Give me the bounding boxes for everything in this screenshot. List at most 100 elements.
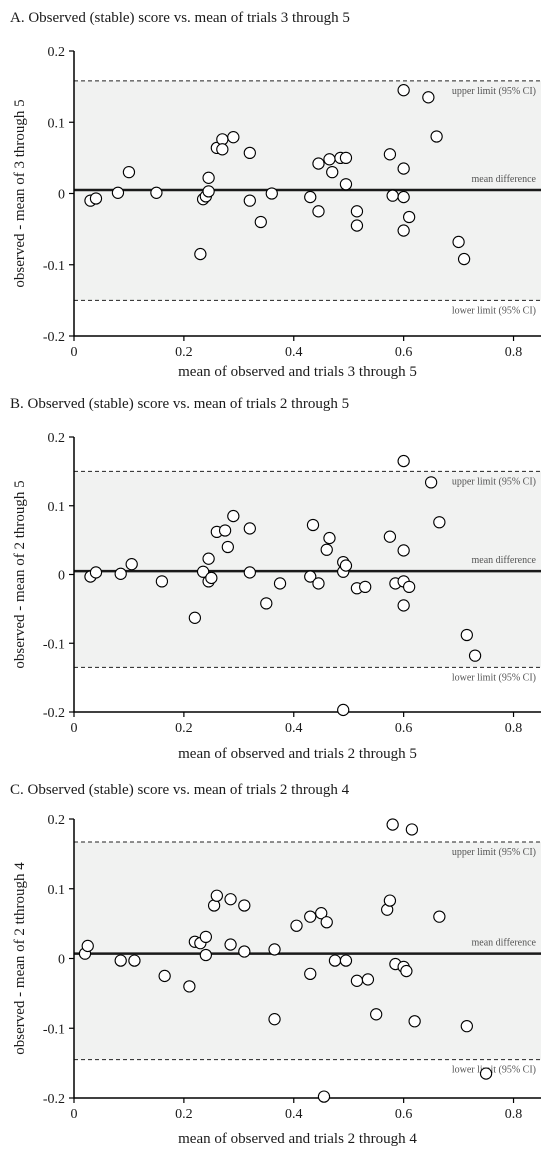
x-tick-label: 0 xyxy=(71,1107,78,1122)
mean-difference-label: mean difference xyxy=(472,938,537,949)
data-point xyxy=(350,219,364,232)
data-point xyxy=(460,628,473,642)
y-tick-label: 0 xyxy=(58,953,65,968)
y-tick-label: -0.2 xyxy=(43,706,65,721)
data-point xyxy=(350,974,364,987)
chart-title: B. Observed (stable) score vs. mean of t… xyxy=(10,396,349,412)
data-point xyxy=(361,973,375,986)
data-point xyxy=(350,205,364,218)
lower-limit-label: lower limit (95% CI) xyxy=(452,672,536,683)
data-point xyxy=(383,148,397,161)
data-point xyxy=(339,559,353,572)
y-tick-label: -0.2 xyxy=(43,330,65,345)
data-point xyxy=(238,945,251,958)
data-point xyxy=(273,577,287,590)
y-tick-label: -0.1 xyxy=(43,637,65,652)
data-point xyxy=(397,84,410,97)
y-tick-label: 0.2 xyxy=(48,431,66,446)
data-point xyxy=(224,938,237,951)
data-point xyxy=(199,948,213,962)
x-tick-label: 0.6 xyxy=(395,721,413,736)
data-point xyxy=(339,954,353,967)
data-point xyxy=(125,558,138,571)
data-point xyxy=(238,899,251,912)
data-point xyxy=(320,916,333,929)
upper-limit-label: upper limit (95% CI) xyxy=(452,847,536,858)
chart-title: C. Observed (stable) score vs. mean of t… xyxy=(10,782,350,798)
data-point xyxy=(183,980,196,993)
y-tick-label: -0.1 xyxy=(43,259,65,274)
data-point xyxy=(268,943,281,956)
data-point xyxy=(397,454,410,468)
data-point xyxy=(323,153,336,166)
data-point xyxy=(386,189,399,202)
x-tick-label: 0.2 xyxy=(175,1107,193,1122)
data-point xyxy=(402,210,416,224)
data-point xyxy=(196,565,210,578)
data-point xyxy=(158,969,171,983)
y-tick-label: 0.2 xyxy=(48,45,66,60)
data-point xyxy=(306,518,320,532)
data-point xyxy=(227,131,240,144)
mean-difference-label: mean difference xyxy=(472,555,537,566)
data-point xyxy=(359,580,372,594)
data-point xyxy=(402,580,416,594)
data-point xyxy=(128,954,141,967)
x-tick-label: 0.8 xyxy=(505,721,523,736)
data-point xyxy=(243,566,256,579)
data-point xyxy=(397,190,410,204)
mean-difference-label: mean difference xyxy=(472,174,537,185)
data-point xyxy=(479,1067,493,1080)
data-point xyxy=(210,889,223,902)
data-point xyxy=(155,575,169,588)
data-point xyxy=(194,247,207,261)
upper-limit-label: upper limit (95% CI) xyxy=(452,86,536,97)
lower-limit-label: lower limit (95% CI) xyxy=(452,305,536,316)
data-point xyxy=(243,194,256,207)
data-point xyxy=(397,544,410,557)
y-tick-label: 0 xyxy=(58,188,65,203)
data-point xyxy=(339,151,353,165)
data-point xyxy=(202,185,215,198)
x-tick-label: 0.6 xyxy=(395,345,413,360)
data-point xyxy=(397,162,410,175)
data-point xyxy=(188,611,202,624)
data-point xyxy=(290,919,303,932)
data-point xyxy=(457,252,471,266)
y-axis-label: observed - mean of 2 tthrough 4 xyxy=(12,862,28,1055)
data-point xyxy=(422,91,435,104)
data-point xyxy=(386,818,399,831)
data-point xyxy=(268,1013,281,1026)
data-point xyxy=(383,530,397,543)
data-point xyxy=(202,552,215,565)
data-point xyxy=(304,190,317,204)
y-tick-label: 0.1 xyxy=(48,116,66,131)
data-point xyxy=(202,171,215,184)
x-axis-label: mean of observed and trials 3 through 5 xyxy=(178,364,417,380)
x-tick-label: 0.8 xyxy=(505,345,523,360)
data-point xyxy=(218,524,232,537)
x-axis-label: mean of observed and trials 2 through 4 xyxy=(178,1131,417,1147)
data-point xyxy=(199,930,213,944)
data-point xyxy=(312,577,325,590)
data-point xyxy=(89,566,103,579)
data-point xyxy=(254,215,267,229)
data-point xyxy=(320,543,333,556)
panel-c: C. Observed (stable) score vs. mean of t… xyxy=(10,782,541,1147)
data-point xyxy=(150,186,163,199)
y-tick-label: 0.1 xyxy=(48,500,66,515)
data-point xyxy=(81,939,94,953)
data-point xyxy=(433,910,446,923)
upper-limit-label: upper limit (95% CI) xyxy=(452,476,536,487)
data-point xyxy=(383,894,397,907)
x-tick-label: 0.2 xyxy=(175,345,193,360)
lower-limit-label: lower limit (95% CI) xyxy=(452,1065,536,1076)
data-point xyxy=(265,187,278,200)
x-tick-label: 0 xyxy=(71,721,78,736)
data-point xyxy=(433,516,446,529)
x-axis-label: mean of observed and trials 2 through 5 xyxy=(178,746,417,762)
y-tick-label: 0 xyxy=(58,569,65,584)
data-point xyxy=(326,165,339,179)
data-point xyxy=(397,224,410,237)
